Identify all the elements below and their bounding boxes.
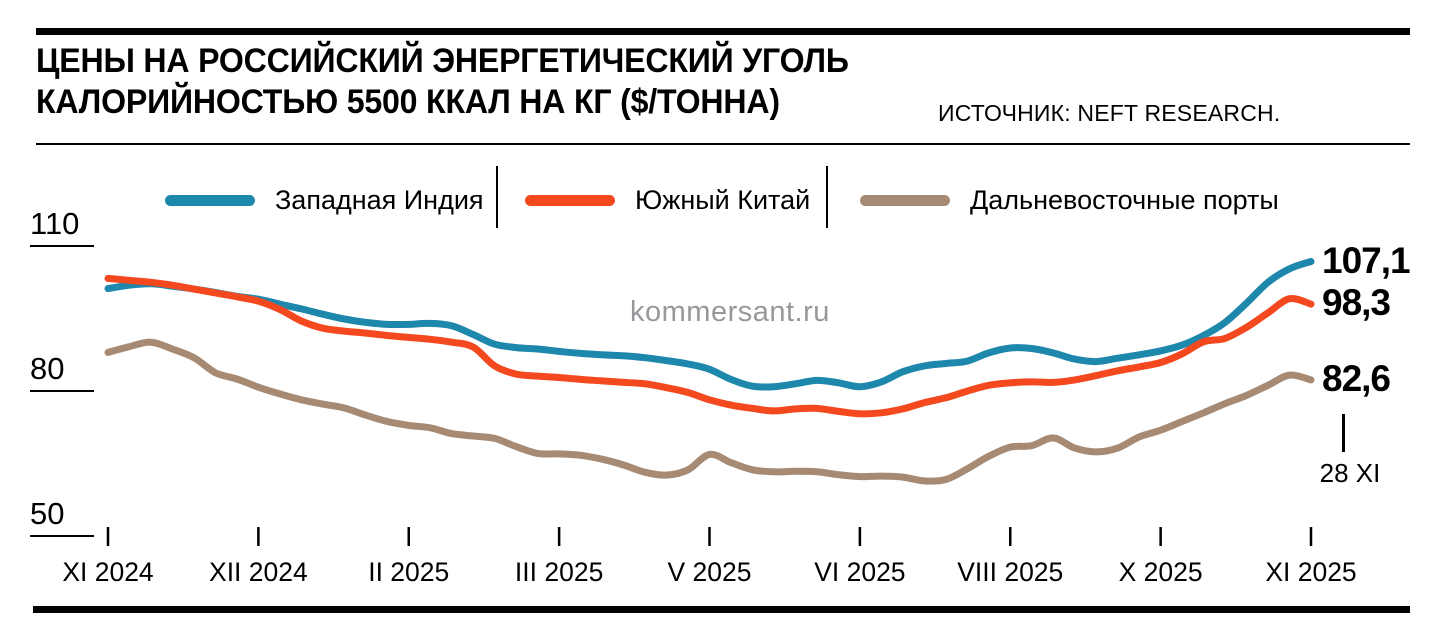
legend-swatch-west-india <box>165 194 255 206</box>
page-title-line-2: КАЛОРИЙНОСТЬЮ 5500 ККАЛ НА КГ ($/ТОННА) <box>36 82 780 121</box>
x-axis-label: VI 2025 <box>814 557 905 587</box>
x-axis-label: III 2025 <box>515 557 603 587</box>
x-axis-label: XI 2025 <box>1265 557 1356 587</box>
y-axis-label-80: 80 <box>30 350 94 392</box>
y-axis-label-50: 50 <box>30 495 94 537</box>
x-axis-label: XI 2024 <box>62 557 153 587</box>
source-note: ИСТОЧНИК: NEFT RESEARCH. <box>938 100 1281 126</box>
last-point-date-label: 28 XI <box>1319 458 1381 488</box>
end-value-1: 98,3 <box>1322 282 1391 324</box>
legend-divider <box>826 166 828 228</box>
legend-item-south-china: Южный Китай <box>525 178 810 222</box>
x-axis-label: V 2025 <box>668 557 752 587</box>
x-axis-label: VIII 2025 <box>957 557 1063 587</box>
series-line-0 <box>104 258 1315 391</box>
page-title-line-1: ЦЕНЫ НА РОССИЙСКИЙ ЭНЕРГЕТИЧЕСКИЙ УГОЛЬ <box>36 42 849 80</box>
legend-label-south-china: Южный Китай <box>635 184 811 215</box>
bottom-black-bar <box>33 606 1410 613</box>
end-value-2: 82,6 <box>1322 357 1391 399</box>
series-line-2 <box>104 338 1315 485</box>
legend-divider <box>496 166 498 228</box>
legend-label-west-india: Западная Индия <box>275 184 484 215</box>
legend-swatch-far-east-ports <box>860 194 950 206</box>
x-axis-label: XII 2024 <box>209 557 308 587</box>
legend-label-far-east-ports: Дальневосточные порты <box>970 184 1279 215</box>
end-value-0: 107,1 <box>1322 239 1411 281</box>
last-point-tick <box>1342 414 1345 452</box>
series-line-1 <box>104 274 1315 418</box>
legend-item-far-east-ports: Дальневосточные порты <box>860 178 1279 222</box>
watermark: kommersant.ru <box>630 296 830 328</box>
legend-item-west-india: Западная Индия <box>165 178 484 222</box>
y-axis-label-110: 110 <box>30 205 94 247</box>
legend-swatch-south-china <box>525 194 615 206</box>
header-rule <box>36 143 1410 145</box>
x-axis-label: X 2025 <box>1119 557 1203 587</box>
top-black-bar <box>36 28 1410 35</box>
x-axis-label: II 2025 <box>368 557 449 587</box>
page-title: ЦЕНЫ НА РОССИЙСКИЙ ЭНЕРГЕТИЧЕСКИЙ УГОЛЬ … <box>36 41 849 122</box>
